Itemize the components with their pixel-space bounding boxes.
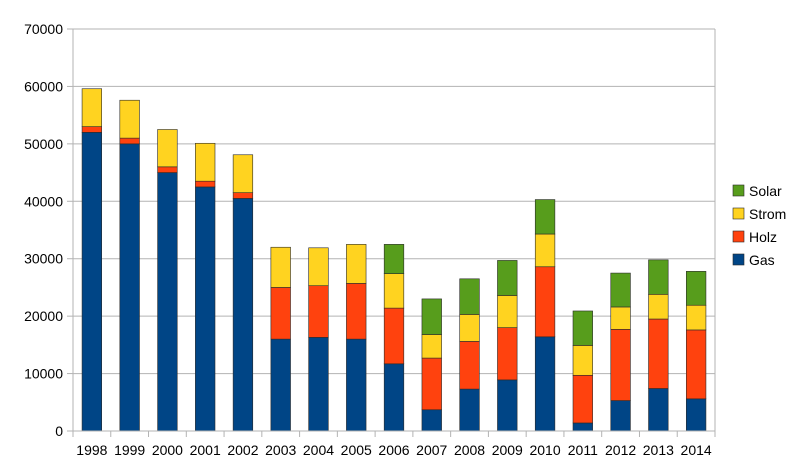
x-tick-label: 2000 [152,442,183,458]
bar-segment-gas-2006 [383,363,405,432]
bar-segment-holz-2008 [459,341,480,390]
bar-segment-strom-1998 [81,88,103,127]
legend: Solar Strom Holz Gas [732,183,786,268]
bar-segment-solar-2009 [497,260,518,296]
bar-segment-holz-2001 [195,180,216,188]
bar-segment-strom-2013 [648,294,669,320]
bar-segment-strom-2001 [195,142,216,182]
bar-segment-holz-2005 [346,283,367,340]
bar-segment-gas-2001 [195,186,216,432]
bar-segment-solar-2013 [648,259,669,295]
bar-segment-strom-2014 [685,304,707,331]
bar-segment-gas-2007 [421,409,442,432]
bar-segment-holz-2007 [421,357,442,411]
bar-segment-gas-2010 [534,336,556,432]
bar-segment-solar-2012 [610,272,631,308]
bar-segment-gas-2014 [685,398,707,432]
bar-segment-holz-1998 [81,126,103,133]
legend-swatch-solar [732,184,745,197]
bar-segment-strom-2012 [610,306,631,330]
grid-layer [73,28,716,432]
x-tick-label: 2013 [643,442,674,458]
bar-segment-holz-2014 [685,329,707,400]
bar-segment-strom-2010 [534,233,556,268]
legend-label-solar: Solar [749,183,782,199]
legend-label-gas: Gas [749,252,775,268]
bar-segment-gas-2004 [308,337,329,432]
bar-segment-strom-2004 [308,247,329,287]
bar-segment-strom-2009 [497,295,518,328]
bar-segment-holz-2009 [497,327,518,381]
bar-segment-gas-2000 [157,172,178,432]
bar-segment-gas-2012 [610,400,631,432]
x-tick-label: 2009 [492,442,523,458]
bar-segment-gas-1999 [119,143,140,432]
bar-segment-holz-2002 [232,192,254,199]
bar-segment-gas-2005 [346,338,367,432]
bar-segment-holz-2010 [534,266,556,338]
y-tick-label: 0 [55,423,63,439]
bar-segment-holz-2012 [610,329,631,401]
bar-segment-strom-2003 [270,246,291,288]
y-tick-label: 10000 [24,366,63,382]
bar-segment-holz-2004 [308,285,329,338]
x-tick-label: 2014 [681,442,712,458]
axis-layer: 0 10000 20000 30000 40000 50000 60000 70000 1998… [24,21,716,458]
bar-segment-solar-2006 [383,244,405,274]
bar-segment-solar-2011 [572,310,593,346]
x-tick-label: 2005 [341,442,372,458]
x-tick-label: 2012 [605,442,636,458]
bar-segment-strom-2000 [157,129,178,168]
y-tick-label: 30000 [24,251,63,267]
bar-segment-strom-2006 [383,273,405,309]
y-tick-label: 40000 [24,193,63,209]
x-tick-label: 2007 [416,442,447,458]
bar-segment-gas-2009 [497,379,518,432]
x-tick-label: 2011 [568,442,598,458]
bar-segment-gas-2013 [648,388,669,432]
bar-segment-gas-2003 [270,338,291,432]
bar-segment-gas-2002 [232,198,254,432]
bar-segment-solar-2010 [534,199,556,235]
legend-label-holz: Holz [749,229,777,245]
bar-segment-holz-2011 [572,374,593,424]
x-tick-label: 2008 [454,442,485,458]
y-tick-label: 60000 [24,78,63,94]
bar-segment-holz-2006 [383,307,405,365]
y-tick-label: 70000 [24,21,63,37]
x-tick-label: 2010 [529,442,560,458]
x-tick-label: 1998 [76,442,107,458]
bar-segment-holz-2003 [270,287,291,340]
legend-swatch-strom [732,207,745,220]
x-tick-label: 1999 [114,442,145,458]
bar-segment-gas-2008 [459,388,480,432]
legend-swatch-holz [732,230,745,243]
bar-segment-gas-2011 [572,422,593,432]
legend-label-strom: Strom [749,206,786,222]
bar-segment-gas-1998 [81,132,103,432]
bar-segment-strom-2008 [459,314,480,342]
x-tick-label: 2003 [265,442,296,458]
x-tick-label: 2004 [303,442,334,458]
bar-layer [81,88,707,432]
bar-segment-solar-2014 [685,271,707,306]
legend-swatch-gas [732,253,745,266]
y-tick-label: 50000 [24,136,63,152]
x-tick-label: 2002 [227,442,258,458]
bar-segment-strom-2002 [232,154,254,193]
bar-segment-strom-1999 [119,99,140,139]
bar-segment-solar-2008 [459,278,480,315]
x-tick-label: 2001 [190,442,221,458]
bar-segment-strom-2011 [572,345,593,376]
bar-segment-solar-2007 [421,298,442,335]
bar-segment-holz-2013 [648,318,669,389]
y-tick-label: 20000 [24,308,63,324]
x-tick-label: 2006 [378,442,409,458]
bar-segment-holz-2000 [157,166,178,173]
bar-segment-holz-1999 [119,137,140,145]
bar-segment-strom-2007 [421,334,442,359]
bar-segment-strom-2005 [346,244,367,284]
